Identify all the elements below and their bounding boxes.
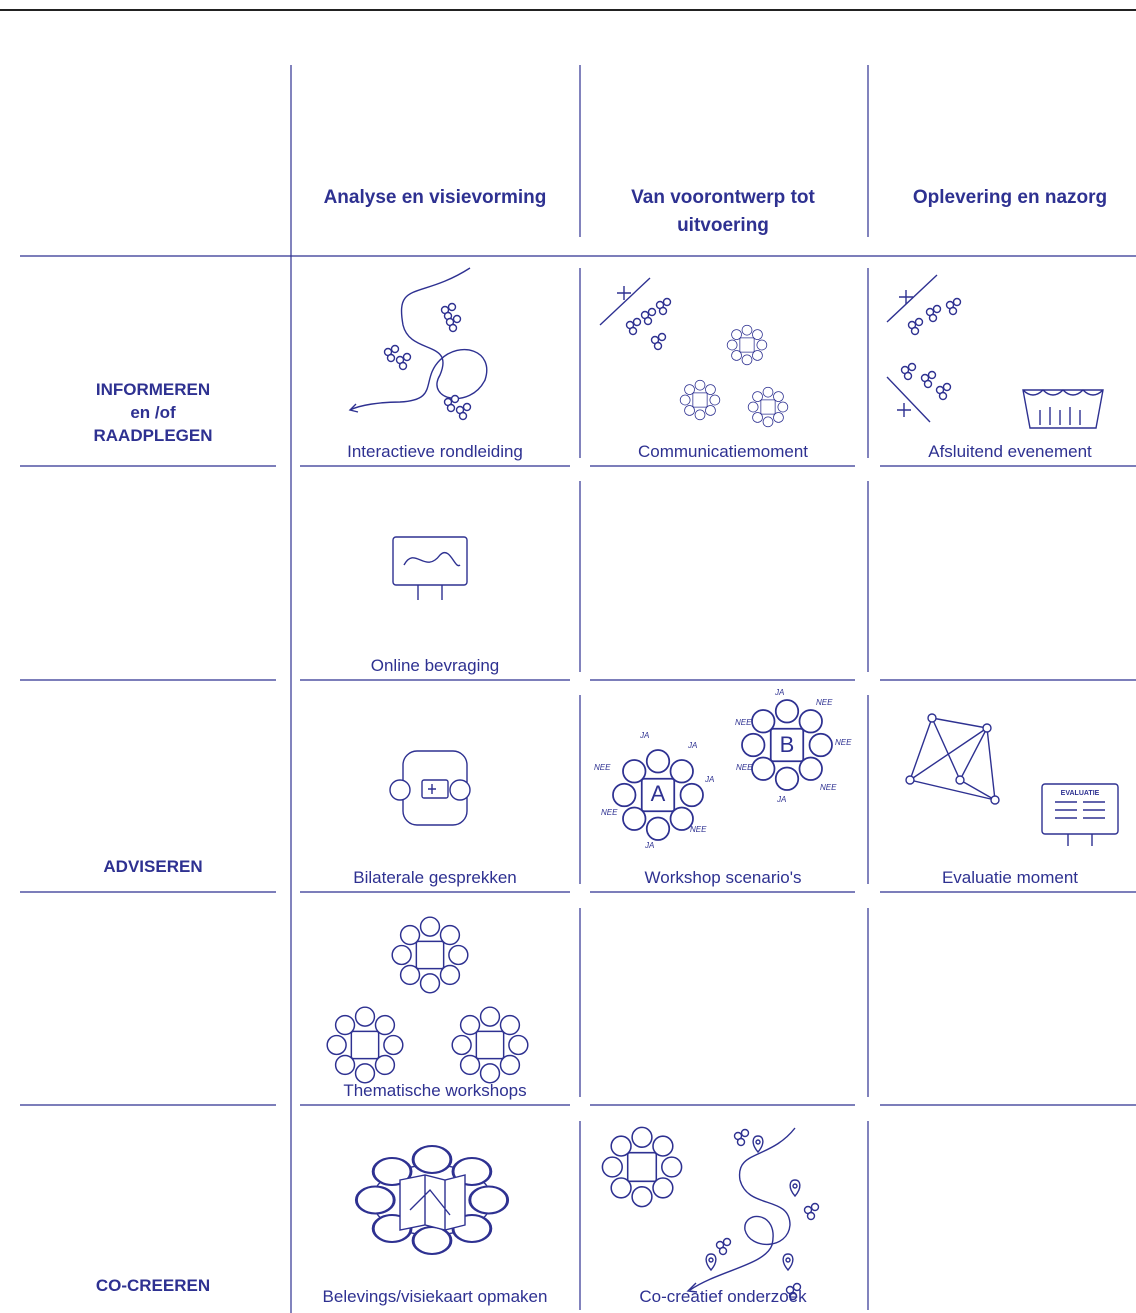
vote-label: NEE	[690, 825, 707, 834]
vote-label: NEE	[736, 763, 753, 772]
icon-event	[886, 274, 1104, 429]
board-label: EVALUATIE	[1061, 790, 1100, 797]
vote-label: JA	[776, 795, 786, 804]
vote-label: JA	[774, 688, 784, 697]
vote-label: JA	[644, 841, 654, 850]
icon-map	[354, 1144, 510, 1256]
icon-thematic	[326, 916, 529, 1084]
column-header: Van voorontwerp tot uitvoering	[631, 187, 815, 236]
cell-label: Co-creatief onderzoek	[639, 1287, 807, 1306]
cell-label: Workshop scenario's	[644, 868, 802, 887]
vote-label: NEE	[594, 763, 611, 772]
icon-scenarios: A B JA JA JA JA NEE NEE NEE JA JA NEE NE…	[594, 688, 852, 850]
column-header: Analyse en visievorming	[323, 187, 547, 208]
cell-label: Evaluatie moment	[941, 868, 1079, 887]
row-group-label: en /of	[130, 403, 176, 422]
cell-label: Bilaterale gesprekken	[353, 868, 517, 887]
scenario-letter: B	[780, 732, 795, 757]
grid	[20, 65, 1136, 1313]
column-header: Oplevering en nazorg	[912, 187, 1108, 208]
vote-label: NEE	[816, 698, 833, 707]
vote-label: JA	[687, 741, 697, 750]
icon-evaluation: EVALUATIE	[905, 713, 1119, 846]
row-group-label: INFORMEREN	[95, 380, 211, 399]
row-group-label: RAADPLEGEN	[93, 426, 213, 445]
cell-label: Communicatiemoment	[637, 442, 809, 461]
vote-label: NEE	[835, 738, 852, 747]
icon-cocreation	[601, 1126, 820, 1301]
vote-label: NEE	[735, 718, 752, 727]
vote-label: JA	[704, 775, 714, 784]
vote-label: NEE	[601, 808, 618, 817]
row-group-label: ADVISEREN	[103, 857, 203, 876]
icon-bilateral	[389, 750, 471, 826]
cell-label: Thematische workshops	[343, 1081, 527, 1100]
icon-online	[392, 536, 468, 600]
scenario-letter: A	[651, 781, 666, 806]
cell-label: Belevings/visiekaart opmaken	[322, 1287, 548, 1306]
cell-label: Afsluitend evenement	[928, 442, 1092, 461]
cell-label: Online bevraging	[370, 656, 500, 675]
icon-tour	[348, 267, 488, 421]
vote-label: NEE	[820, 783, 837, 792]
vote-label: JA	[639, 731, 649, 740]
icon-communication	[599, 277, 789, 428]
row-group-label: CO-CREEREN	[95, 1276, 211, 1295]
cell-label: Interactieve rondleiding	[347, 442, 523, 461]
